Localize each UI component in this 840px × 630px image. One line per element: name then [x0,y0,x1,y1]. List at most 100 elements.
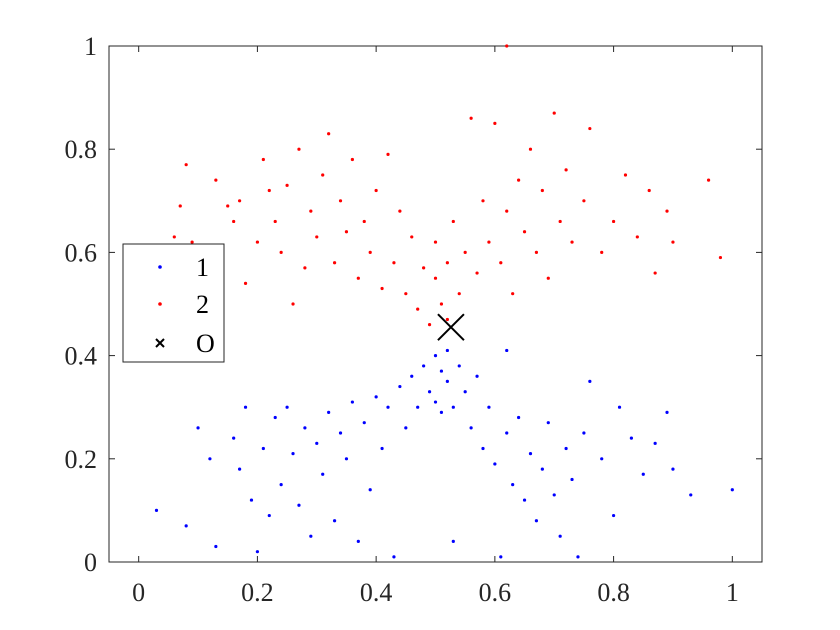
point-series-2 [232,219,236,224]
point-series-2 [439,302,444,306]
point-series-1 [588,379,592,383]
point-series-2 [445,317,449,322]
point-series-2 [374,188,378,193]
point-series-2 [481,199,485,203]
point-series-1 [671,467,675,471]
point-series-1 [546,421,550,425]
point-series-2 [291,302,295,306]
point-series-2 [214,178,218,182]
point-series-2 [433,276,438,280]
point-series-1 [255,550,260,554]
point-series-2 [469,116,473,120]
point-series-1 [451,405,455,409]
point-series-2 [647,188,651,193]
point-series-2 [416,307,420,311]
point-series-1 [445,379,449,383]
point-series-1 [309,534,313,538]
point-series-2 [671,240,675,244]
point-series-2 [303,266,307,270]
point-series-1 [499,555,503,559]
point-series-1 [386,405,390,409]
point-series-2 [528,147,533,151]
point-series-2 [534,250,539,254]
point-series-1 [303,426,307,430]
point-series-2 [505,209,509,213]
point-series-1 [540,467,544,471]
point-series-2 [445,261,449,265]
point-series-2 [261,157,265,162]
point-series-1 [534,519,539,523]
point-series-2 [665,209,669,213]
point-series-2 [255,240,260,244]
point-series-1 [332,519,337,523]
point-series-2 [332,261,337,265]
point-series-1 [374,395,378,399]
point-series-2 [315,235,319,239]
point-series-2 [582,199,586,203]
point-series-1 [232,436,236,440]
y-tick-label: 0.8 [65,135,98,164]
point-series-2 [623,173,628,177]
point-series-2 [487,240,491,244]
y-tick-label: 0 [84,548,97,577]
point-series-2 [499,261,503,265]
point-series-1 [629,436,634,440]
point-series-2 [338,199,343,203]
point-series-1 [600,457,604,461]
point-series-1 [517,415,521,420]
point-series-2 [309,209,313,213]
point-series-2 [238,199,242,203]
point-series-1 [552,493,556,497]
point-series-2 [511,292,515,296]
point-series-2 [327,132,331,136]
point-series-1 [451,539,455,543]
point-series-2 [362,219,366,224]
point-series-2 [178,204,182,208]
point-series-1 [184,524,188,528]
point-series-2 [279,250,283,254]
point-series-1 [576,555,580,559]
point-series-2 [404,292,408,296]
point-series-2 [564,168,568,172]
point-series-2 [243,281,248,285]
point-series-1 [570,477,574,482]
point-series-2 [172,235,176,239]
point-o [437,313,465,341]
point-series-1 [522,498,527,502]
point-series-1 [404,426,408,430]
point-series-1 [154,508,159,512]
point-series-1 [297,503,301,507]
point-series-1 [398,384,402,389]
point-series-2 [433,240,438,244]
point-series-1 [327,410,331,414]
point-series-1 [410,374,414,378]
point-series-1 [439,410,444,414]
legend: 1 2 O [122,243,225,363]
point-series-1 [427,390,432,394]
point-series-1 [457,364,461,368]
point-series-1 [208,457,212,461]
point-series-2 [635,235,639,239]
y-tick-label: 0.2 [65,445,98,474]
legend-box [122,243,225,363]
point-series-1 [238,467,242,471]
point-series-2 [273,219,277,224]
point-series-1 [493,462,497,466]
point-series-1 [315,441,319,445]
point-series-2 [522,230,527,234]
point-series-2 [386,152,390,156]
point-series-2 [184,163,188,167]
point-series-1 [505,431,509,435]
legend-marker-o [155,338,165,348]
point-series-2 [706,178,711,182]
point-series-2 [190,240,194,244]
x-tick-label: 1 [726,578,739,607]
point-series-2 [344,230,349,234]
legend-label-1: 1 [196,253,209,282]
point-series-1 [422,364,426,368]
point-series-1 [249,498,254,502]
point-series-2 [226,204,230,208]
point-series-2 [588,126,592,131]
legend-marker-1 [158,265,162,269]
